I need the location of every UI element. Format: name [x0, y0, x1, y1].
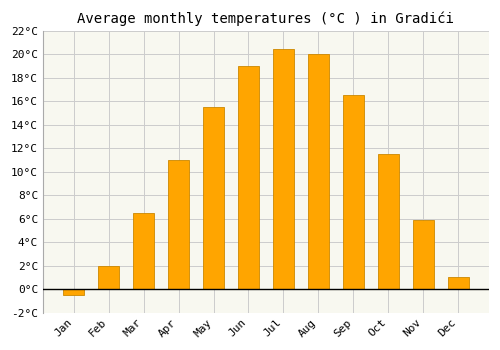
Bar — [412, 220, 434, 289]
Bar — [63, 289, 84, 295]
Bar — [273, 49, 294, 289]
Bar — [378, 154, 398, 289]
Bar — [168, 160, 189, 289]
Bar — [343, 96, 364, 289]
Bar — [133, 213, 154, 289]
Title: Average monthly temperatures (°C ) in Gradići: Average monthly temperatures (°C ) in Gr… — [78, 11, 454, 26]
Bar — [238, 66, 259, 289]
Bar — [98, 266, 119, 289]
Bar — [448, 278, 468, 289]
Bar — [308, 54, 329, 289]
Bar — [203, 107, 224, 289]
